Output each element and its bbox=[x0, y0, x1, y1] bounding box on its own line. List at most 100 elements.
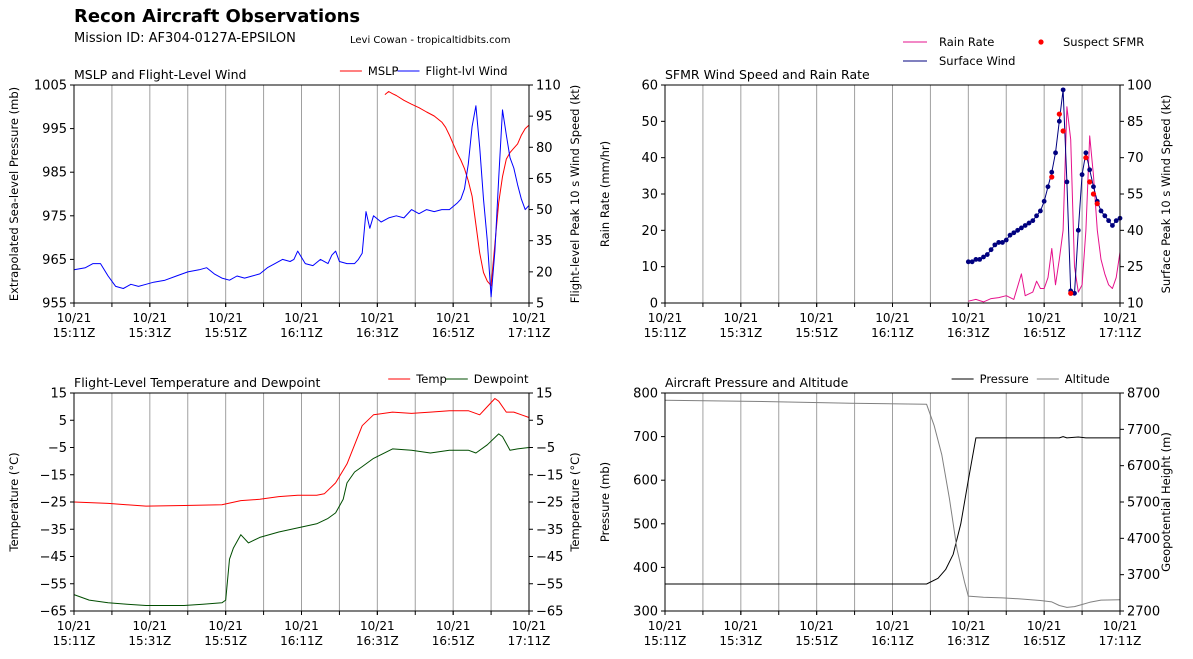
surface-wind-point bbox=[1030, 218, 1036, 224]
y-tick-label-left: 10 bbox=[641, 260, 658, 275]
suspect-sfmr-point bbox=[1060, 128, 1066, 134]
x-tick-label: 10/21 bbox=[133, 311, 168, 325]
x-tick-label: 15:11Z bbox=[644, 326, 687, 340]
y-tick-label-left: −35 bbox=[40, 523, 67, 538]
credit: Levi Cowan - tropicaltidbits.com bbox=[350, 35, 511, 46]
panel-temp_dewpoint: 10/2115:11Z10/2115:31Z10/2115:51Z10/2116… bbox=[7, 372, 582, 648]
x-tick-label: 10/21 bbox=[1103, 311, 1138, 325]
y-tick-label-left: 700 bbox=[633, 430, 658, 445]
suspect-sfmr-point bbox=[1094, 201, 1100, 207]
y-tick-label-left: 995 bbox=[42, 122, 67, 137]
x-tick-label: 10/21 bbox=[360, 311, 395, 325]
page-title: Recon Aircraft Observations bbox=[74, 6, 361, 27]
y-tick-label-left: 955 bbox=[42, 297, 67, 312]
legend-label: Pressure bbox=[980, 372, 1029, 386]
suspect-sfmr-point bbox=[1068, 290, 1074, 296]
series-line-mslp bbox=[384, 91, 530, 287]
x-tick-label: 10/21 bbox=[648, 619, 683, 633]
surface-wind-point bbox=[1060, 87, 1066, 93]
x-tick-label: 16:31Z bbox=[356, 634, 399, 648]
panel-title: Flight-Level Temperature and Dewpoint bbox=[74, 375, 321, 390]
legend: MSLP Flight-lvl Wind bbox=[339, 64, 508, 78]
surface-wind-point bbox=[1049, 169, 1055, 175]
x-tick-label: 16:11Z bbox=[871, 634, 914, 648]
x-tick-label: 15:31Z bbox=[128, 634, 171, 648]
y-tick-label-left: −55 bbox=[40, 577, 67, 592]
y-tick-label-left: 800 bbox=[633, 387, 658, 402]
surface-wind-point bbox=[1045, 184, 1051, 190]
legend: Pressure Altitude bbox=[951, 372, 1110, 386]
surface-wind-point bbox=[1003, 237, 1009, 243]
y-tick-label-left: 300 bbox=[633, 605, 658, 620]
surface-wind-point bbox=[1000, 240, 1005, 245]
x-tick-label: 10/21 bbox=[512, 311, 547, 325]
y-tick-label-left: −25 bbox=[40, 496, 67, 511]
x-tick-label: 10/21 bbox=[799, 311, 834, 325]
x-tick-label: 10/21 bbox=[436, 619, 471, 633]
x-tick-label: 17:11Z bbox=[1099, 326, 1142, 340]
legend-label: Dewpoint bbox=[474, 372, 529, 386]
suspect-sfmr-point bbox=[1087, 179, 1093, 185]
legend-label: Surface Wind bbox=[939, 54, 1015, 68]
surface-wind-point bbox=[1056, 118, 1062, 124]
surface-wind-point bbox=[969, 259, 975, 265]
surface-wind-point bbox=[1102, 213, 1108, 219]
surface-wind-point bbox=[1072, 290, 1077, 296]
y-tick-label-right: 6700 bbox=[1127, 459, 1160, 474]
surface-wind-point bbox=[1041, 198, 1047, 204]
legend-label: Flight-lvl Wind bbox=[426, 64, 508, 78]
legend-label: Altitude bbox=[1065, 372, 1110, 386]
x-tick-label: 17:11Z bbox=[1099, 634, 1142, 648]
y-tick-label-right: 80 bbox=[536, 141, 553, 156]
y-tick-label-right: 8700 bbox=[1127, 387, 1160, 402]
panel-title: Aircraft Pressure and Altitude bbox=[665, 375, 849, 390]
y-tick-label-right: 50 bbox=[536, 203, 553, 218]
x-tick-label: 10/21 bbox=[284, 619, 319, 633]
surface-wind-point bbox=[1026, 220, 1032, 226]
x-tick-label: 10/21 bbox=[360, 619, 395, 633]
x-tick-label: 10/21 bbox=[208, 311, 243, 325]
x-tick-label: 17:11Z bbox=[508, 326, 551, 340]
surface-wind-point bbox=[1022, 223, 1028, 228]
y-axis-label-right: Temperature (°C) bbox=[568, 452, 582, 552]
x-tick-label: 15:51Z bbox=[204, 634, 247, 648]
y-axis-label-left: Rain Rate (mm/hr) bbox=[598, 141, 612, 247]
y-tick-label-left: 60 bbox=[641, 79, 658, 94]
y-tick-label-right: −65 bbox=[536, 605, 563, 620]
y-axis-label-right: Geopotential Height (m) bbox=[1159, 432, 1173, 572]
y-tick-label-left: −65 bbox=[40, 605, 67, 620]
y-tick-label-left: −5 bbox=[48, 441, 67, 456]
x-tick-label: 16:31Z bbox=[947, 634, 990, 648]
legend-swatch bbox=[1038, 39, 1044, 45]
x-tick-label: 10/21 bbox=[875, 311, 910, 325]
x-tick-label: 16:11Z bbox=[280, 634, 323, 648]
panel-title: SFMR Wind Speed and Rain Rate bbox=[665, 67, 870, 82]
surface-wind-point bbox=[984, 252, 990, 257]
y-tick-label-right: 4700 bbox=[1127, 532, 1160, 547]
x-tick-label: 10/21 bbox=[875, 619, 910, 633]
surface-wind-point bbox=[996, 240, 1002, 245]
surface-wind-point bbox=[1019, 225, 1024, 231]
y-tick-label-left: 20 bbox=[641, 224, 658, 239]
surface-wind-point bbox=[1079, 172, 1085, 178]
x-tick-label: 10/21 bbox=[1103, 619, 1138, 633]
x-tick-label: 10/21 bbox=[284, 311, 319, 325]
y-tick-label-right: 7700 bbox=[1127, 423, 1160, 438]
x-tick-label: 15:11Z bbox=[644, 634, 687, 648]
x-tick-label: 10/21 bbox=[951, 311, 986, 325]
x-tick-label: 10/21 bbox=[133, 619, 168, 633]
panel-mslp_wind: 10/2115:11Z10/2115:31Z10/2115:51Z10/2116… bbox=[7, 64, 582, 340]
suspect-sfmr-point bbox=[1056, 111, 1062, 117]
legend-label: MSLP bbox=[368, 64, 399, 78]
x-tick-label: 15:11Z bbox=[53, 634, 96, 648]
x-tick-label: 16:11Z bbox=[871, 326, 914, 340]
y-tick-label-left: 400 bbox=[633, 561, 658, 576]
x-tick-label: 10/21 bbox=[208, 619, 243, 633]
y-axis-label-left: Temperature (°C) bbox=[7, 452, 21, 552]
series-line-flight-lvl-wind bbox=[73, 105, 530, 298]
y-tick-label-right: −25 bbox=[536, 496, 563, 511]
x-tick-label: 10/21 bbox=[1027, 619, 1062, 633]
legend-label: Rain Rate bbox=[939, 35, 994, 49]
surface-wind-point bbox=[1098, 208, 1104, 214]
y-axis-label-right: Flight-level Peak 10 s Wind Speed (kt) bbox=[568, 85, 582, 304]
